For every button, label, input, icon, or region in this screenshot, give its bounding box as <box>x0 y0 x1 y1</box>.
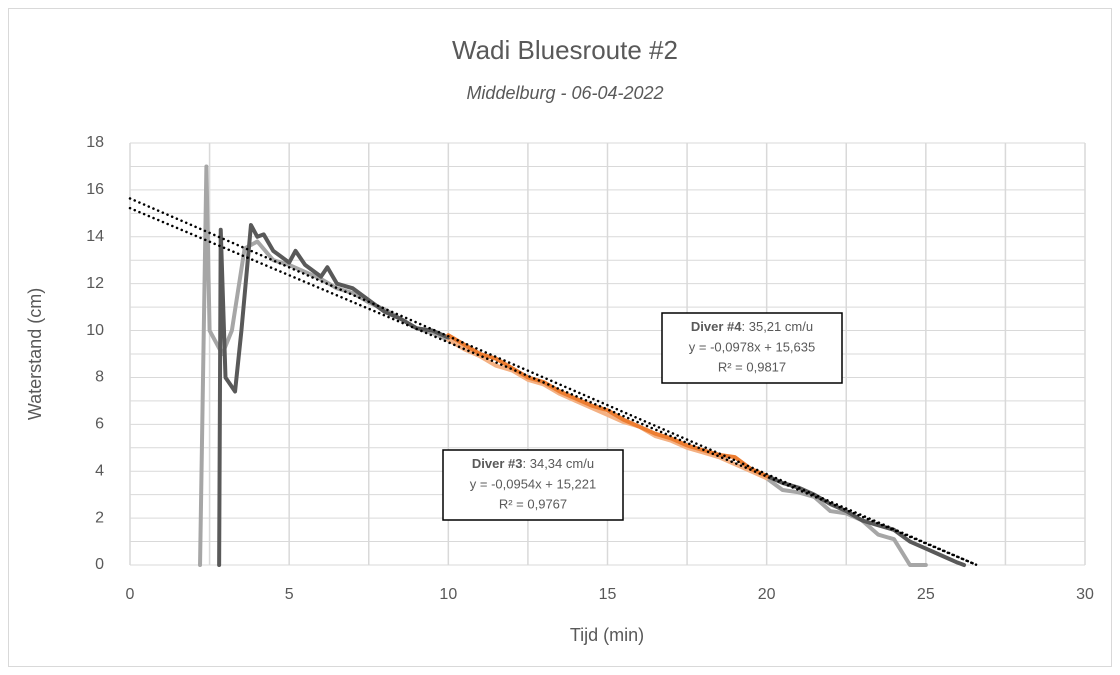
y-tick-label: 0 <box>95 556 104 573</box>
annotation-equation: y = -0,0978x + 15,635 <box>689 339 815 354</box>
y-axis-label: Waterstand (cm) <box>25 288 45 420</box>
x-tick-label: 5 <box>285 586 294 603</box>
annotation-title: Diver #3: 34,34 cm/u <box>472 456 594 471</box>
data-line <box>764 473 967 567</box>
annotation-rate: : 34,34 cm/u <box>523 456 595 471</box>
x-axis-label: Tijd (min) <box>570 625 644 645</box>
annotation-box <box>442 449 624 521</box>
y-tick-label: 18 <box>86 134 104 151</box>
y-tick-label: 16 <box>86 181 104 198</box>
chart-subtitle: Middelburg - 06-04-2022 <box>466 83 663 103</box>
annotation-title: Diver #4: 35,21 cm/u <box>691 319 813 334</box>
x-tick-label: 15 <box>599 586 617 603</box>
annotation-box <box>661 312 843 384</box>
annotation-r2: R² = 0,9817 <box>718 359 786 374</box>
x-tick-label: 0 <box>126 586 135 603</box>
y-tick-label: 12 <box>86 275 104 292</box>
x-tick-label: 30 <box>1076 586 1094 603</box>
data-line <box>764 476 928 567</box>
x-tick-label: 20 <box>758 586 776 603</box>
x-tick-label: 10 <box>439 586 457 603</box>
data-line <box>446 337 769 481</box>
y-tick-label: 14 <box>86 228 104 245</box>
y-tick-label: 6 <box>95 416 104 433</box>
y-tick-label: 8 <box>95 369 104 386</box>
data-line <box>217 223 451 567</box>
y-tick-label: 4 <box>95 462 104 479</box>
trend-line <box>128 206 979 567</box>
annotation-equation: y = -0,0954x + 15,221 <box>470 476 596 491</box>
trend-line <box>128 197 979 567</box>
annotation-label: Diver #4 <box>691 319 742 334</box>
annotation-label: Diver #3 <box>472 456 523 471</box>
x-tick-label: 25 <box>917 586 935 603</box>
chart-border <box>8 8 1112 667</box>
annotation-rate: : 35,21 cm/u <box>742 319 814 334</box>
chart-title: Wadi Bluesroute #2 <box>452 35 678 65</box>
annotation-r2: R² = 0,9767 <box>499 496 567 511</box>
y-tick-label: 2 <box>95 509 104 526</box>
y-tick-label: 10 <box>86 322 104 339</box>
